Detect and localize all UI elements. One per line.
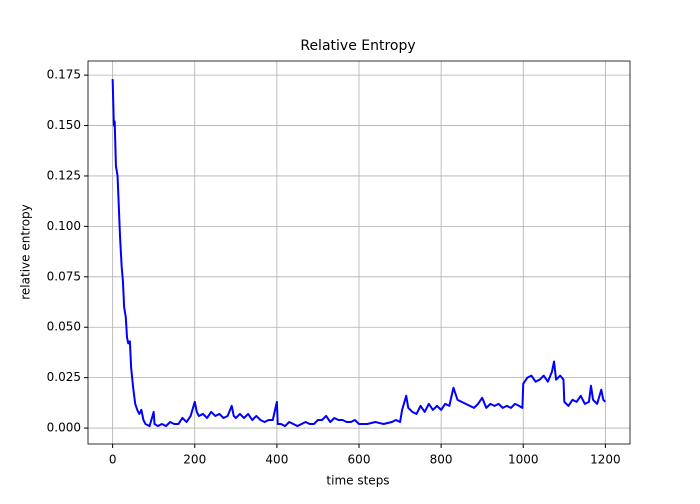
y-tick-label: 0.100	[47, 219, 81, 233]
y-tick-label: 0.150	[47, 118, 81, 132]
x-tick-label: 600	[348, 453, 371, 467]
x-tick-label: 200	[183, 453, 206, 467]
x-tick-label: 0	[109, 453, 117, 467]
plot-frame	[87, 60, 631, 445]
x-tick-label: 1200	[590, 453, 621, 467]
chart-title: Relative Entropy	[300, 38, 415, 54]
y-tick-label: 0.050	[47, 320, 81, 334]
x-tick-label: 400	[265, 453, 288, 467]
y-tick-label: 0.075	[47, 269, 81, 283]
y-tick-label: 0.175	[47, 68, 81, 82]
y-tick-label: 0.000	[47, 421, 81, 435]
x-tick-label: 800	[430, 453, 453, 467]
y-axis-label: relative entropy	[19, 204, 33, 300]
y-tick-label: 0.025	[47, 370, 81, 384]
x-axis-label: time steps	[326, 474, 389, 488]
x-tick-label: 1000	[508, 453, 539, 467]
y-tick-label: 0.125	[47, 168, 81, 182]
data-line	[111, 79, 607, 428]
